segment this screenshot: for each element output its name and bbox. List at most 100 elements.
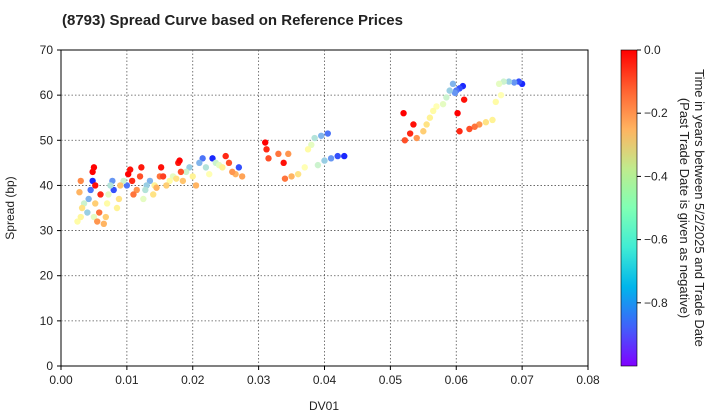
data-point [294, 170, 302, 178]
colorbar-tick-label: −0.8 [644, 296, 668, 310]
data-point [311, 134, 318, 142]
data-point [97, 191, 104, 198]
data-point [400, 110, 407, 117]
data-point [426, 114, 434, 121]
y-tick-label: 10 [40, 314, 54, 328]
data-point [163, 182, 170, 189]
y-axis-ticks: 0 10 20 30 40 50 60 70 [40, 43, 61, 373]
colorbar-ticks: 0.0 −0.2 −0.4 −0.6 −0.8 [637, 43, 668, 310]
colorbar-tick-label: 0.0 [644, 43, 661, 57]
data-point [206, 170, 213, 178]
data-point [466, 125, 473, 133]
data-point [406, 130, 414, 137]
data-point [103, 200, 111, 207]
data-point [492, 98, 499, 106]
data-point [146, 177, 154, 185]
data-point [321, 157, 328, 164]
data-point [288, 173, 295, 180]
x-tick-label: 0.03 [247, 373, 271, 387]
data-point [202, 164, 210, 171]
data-point [78, 204, 86, 212]
x-tick-label: 0.08 [576, 373, 600, 387]
data-point [153, 184, 160, 191]
data-point [280, 159, 287, 167]
data-point [77, 213, 84, 221]
data-point [451, 89, 459, 97]
x-tick-label: 0.00 [49, 373, 73, 387]
colorbar-tick-label: −0.2 [644, 106, 668, 120]
data-point [136, 173, 144, 180]
data-point [410, 121, 417, 128]
data-point [157, 164, 165, 171]
data-point [87, 186, 94, 194]
x-tick-label: 0.04 [313, 373, 337, 387]
data-point [454, 110, 461, 117]
data-point [423, 121, 430, 128]
scatter-points [74, 78, 526, 227]
data-point [85, 195, 92, 203]
data-point [460, 96, 468, 103]
data-point [429, 107, 437, 115]
x-tick-label: 0.01 [115, 373, 139, 387]
y-axis-label: Spread (bp) [3, 176, 17, 239]
data-point [90, 164, 98, 171]
data-point [102, 213, 109, 221]
x-tick-label: 0.06 [445, 373, 469, 387]
data-point [177, 168, 185, 176]
data-point [192, 182, 200, 189]
data-point [420, 128, 427, 135]
data-point [489, 116, 496, 124]
x-tick-label: 0.02 [181, 373, 205, 387]
data-point [123, 182, 131, 189]
data-point [314, 161, 322, 169]
data-point [196, 159, 203, 167]
y-tick-label: 20 [40, 269, 54, 283]
data-point [327, 155, 335, 162]
data-point [189, 173, 196, 180]
data-point [173, 175, 180, 182]
data-point [334, 152, 341, 160]
data-point [209, 155, 216, 162]
data-point [511, 79, 518, 86]
data-point [77, 177, 84, 185]
data-point [124, 170, 132, 178]
data-point [133, 186, 140, 194]
data-point [235, 164, 243, 171]
data-point [90, 213, 98, 221]
data-point [439, 100, 447, 108]
colorbar-label-line2: (Past Trade Date is given as negative) [677, 98, 692, 318]
data-point [159, 173, 167, 180]
data-point [318, 132, 325, 139]
data-point [128, 177, 136, 185]
data-point [433, 103, 440, 110]
x-tick-label: 0.07 [510, 373, 534, 387]
x-axis-label: DV01 [309, 399, 339, 413]
data-point [166, 177, 173, 185]
data-point [150, 191, 157, 198]
data-point [186, 164, 193, 171]
y-tick-label: 70 [40, 43, 54, 57]
data-point [443, 94, 450, 101]
data-point [238, 173, 246, 180]
data-point [100, 220, 108, 227]
data-point [130, 191, 137, 198]
data-point [115, 195, 123, 203]
data-point [110, 186, 117, 194]
data-point [138, 164, 145, 171]
data-point [308, 141, 315, 148]
data-point [96, 209, 103, 216]
colorbar [620, 49, 638, 367]
data-point [281, 175, 289, 182]
colorbar-tick-label: −0.4 [644, 169, 668, 183]
colorbar-label-line1: Time in years between 5/2/2025 and Trade… [692, 69, 707, 347]
chart-title: (8793) Spread Curve based on Reference P… [62, 12, 403, 29]
data-point [140, 195, 147, 203]
data-point [401, 137, 409, 144]
data-point [94, 218, 101, 225]
data-point [263, 146, 270, 153]
data-point [113, 204, 121, 212]
y-tick-label: 60 [40, 88, 54, 102]
data-point [304, 146, 312, 153]
data-point [219, 164, 226, 171]
